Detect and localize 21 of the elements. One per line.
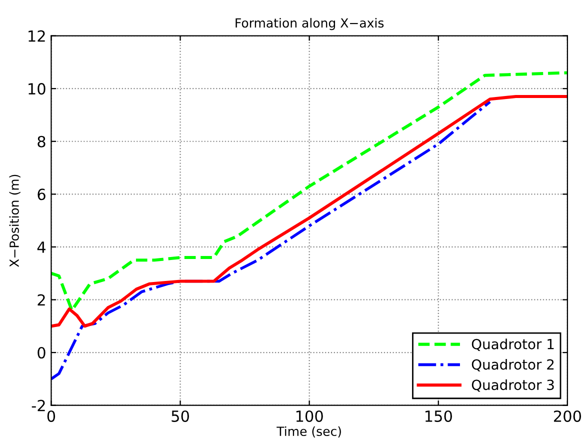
x-tick-label: 200 [554, 410, 582, 422]
y-tick-label: 6 [38, 188, 46, 200]
legend-label: Quadrotor 1 [472, 338, 554, 351]
y-tick-label: -2 [32, 400, 45, 412]
line-series [51, 94, 568, 328]
legend-label: Quadrotor 3 [472, 379, 554, 392]
y-tick-label: 0 [38, 346, 46, 359]
x-tick-label: 0 [47, 410, 56, 422]
line-series [51, 71, 568, 312]
legend-label: Quadrotor 2 [472, 358, 554, 372]
x-axis-title: Time (sec) [276, 426, 341, 438]
x-tick-label: 50 [172, 410, 189, 422]
y-tick-label: 10 [28, 83, 46, 95]
chart-title: Formation along X−axis [236, 18, 384, 30]
y-tick-label: 2 [38, 294, 45, 306]
y-axis-title: X−Position (m) [9, 174, 20, 267]
y-tick-label: 8 [38, 136, 46, 148]
y-tick-label: 4 [37, 242, 46, 253]
x-tick-label: 150 [425, 410, 452, 422]
x-tick-label: 100 [296, 410, 323, 422]
y-tick-label: 12 [28, 30, 45, 42]
